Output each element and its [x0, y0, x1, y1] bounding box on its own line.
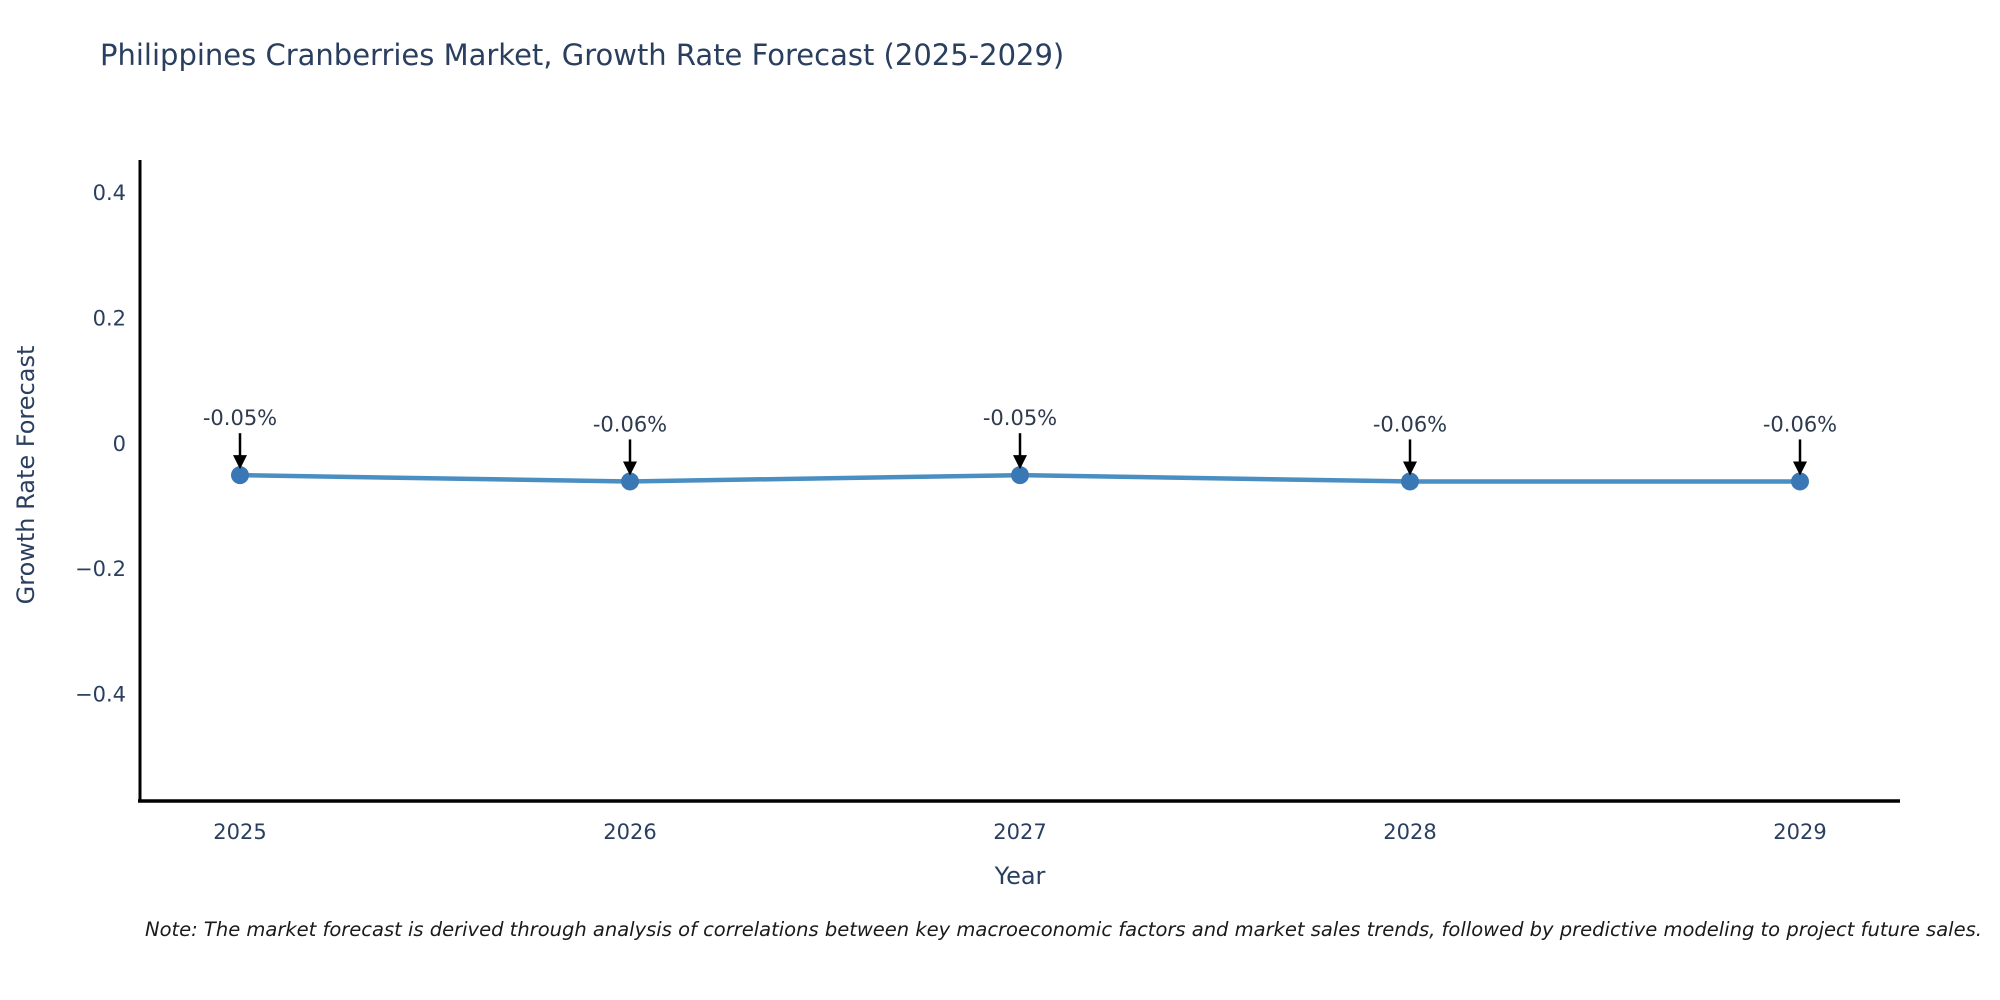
data-point-2026 [621, 472, 639, 491]
annotation-label: -0.06% [1373, 412, 1447, 436]
annotation-arrowhead [1013, 455, 1027, 470]
annotation-arrowhead [233, 455, 247, 470]
data-point-2028 [1401, 472, 1419, 491]
x-tick-label: 2026 [603, 820, 656, 844]
data-point-2029 [1791, 472, 1809, 491]
y-tick-label: −0.4 [75, 682, 126, 706]
annotation-label: -0.05% [983, 406, 1057, 430]
y-tick-label: 0 [113, 432, 126, 456]
annotation-arrowhead [623, 461, 637, 476]
data-point-2025 [231, 466, 249, 485]
annotation-label: -0.06% [1763, 412, 1837, 436]
x-tick-label: 2025 [213, 820, 266, 844]
annotation-label: -0.05% [203, 406, 277, 430]
annotation-arrowhead [1793, 461, 1807, 476]
annotation-arrowhead [1403, 461, 1417, 476]
x-tick-label: 2027 [993, 820, 1046, 844]
data-point-2027 [1011, 466, 1029, 485]
y-tick-label: 0.4 [93, 181, 126, 205]
y-tick-label: −0.2 [75, 557, 126, 581]
x-axis-title: Year [994, 862, 1046, 890]
footnote: Note: The market forecast is derived thr… [145, 918, 1982, 941]
chart-title: Philippines Cranberries Market, Growth R… [100, 38, 1065, 72]
y-tick-label: 0.2 [93, 307, 126, 331]
x-tick-label: 2029 [1773, 820, 1826, 844]
x-tick-label: 2028 [1383, 820, 1436, 844]
annotation-label: -0.06% [593, 412, 667, 436]
